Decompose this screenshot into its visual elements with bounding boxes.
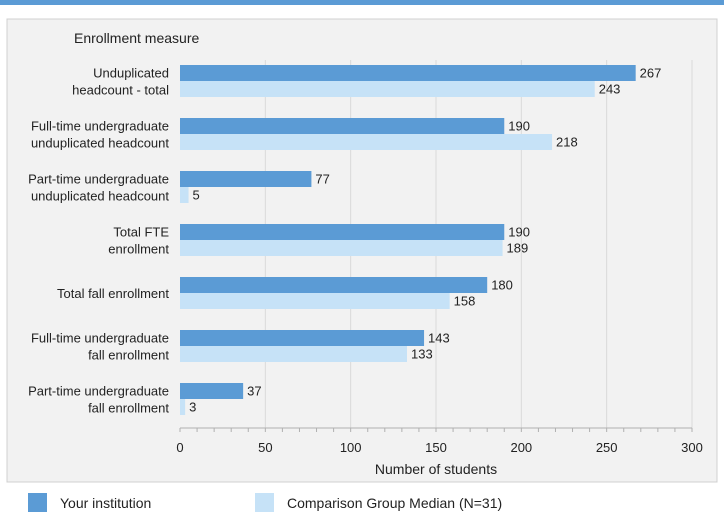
x-tick-label-50: 50 — [258, 440, 272, 455]
category-label-6-line-0: Part-time undergraduate — [28, 384, 169, 399]
bar-your-institution-2 — [180, 171, 312, 187]
bar-your-institution-1 — [180, 118, 505, 134]
bar-comparison-median-1 — [180, 134, 553, 150]
legend-swatch-comparison-median — [255, 493, 274, 512]
bar-chart: 0 50 100 150 200 250 300 267243190218775190189… — [0, 0, 724, 483]
data-label-your-institution-6: 37 — [247, 384, 261, 399]
x-tick-label-100: 100 — [340, 440, 362, 455]
bar-your-institution-5 — [180, 330, 425, 346]
x-axis: 0 50 100 150 200 250 300 — [176, 427, 703, 455]
bar-comparison-median-5 — [180, 346, 407, 362]
category-label-1-line-0: Full-time undergraduate — [31, 119, 169, 134]
data-label-your-institution-1: 190 — [508, 119, 530, 134]
x-tick-label-0: 0 — [176, 440, 183, 455]
data-label-comparison-median-4: 158 — [454, 294, 476, 309]
data-label-your-institution-0: 267 — [640, 66, 662, 81]
data-label-comparison-median-3: 189 — [507, 241, 529, 256]
category-label-2-line-0: Part-time undergraduate — [28, 172, 169, 187]
x-axis-title: Number of students — [375, 461, 497, 477]
bar-comparison-median-4 — [180, 293, 450, 309]
bar-comparison-median-3 — [180, 240, 503, 256]
bar-your-institution-0 — [180, 65, 636, 81]
data-label-comparison-median-2: 5 — [193, 188, 200, 203]
category-label-0-line-0: Unduplicated — [93, 66, 169, 81]
bar-comparison-median-0 — [180, 81, 595, 97]
data-label-comparison-median-1: 218 — [556, 135, 578, 150]
data-label-your-institution-4: 180 — [491, 278, 513, 293]
category-labels: Unduplicated headcount - total Full-time u… — [28, 66, 169, 416]
data-label-comparison-median-0: 243 — [599, 82, 621, 97]
bar-your-institution-6 — [180, 383, 244, 399]
x-tick-label-150: 150 — [425, 440, 447, 455]
category-label-1-line-1: unduplicated headcount — [31, 136, 169, 151]
category-label-6-line-1: fall enrollment — [88, 401, 169, 416]
category-label-4-line-0: Total fall enrollment — [57, 286, 169, 301]
category-label-5-line-1: fall enrollment — [88, 348, 169, 363]
x-tick-label-200: 200 — [510, 440, 532, 455]
x-tick-label-250: 250 — [596, 440, 618, 455]
data-label-comparison-median-5: 133 — [411, 347, 433, 362]
x-tick-label-300: 300 — [681, 440, 703, 455]
category-label-2-line-1: unduplicated headcount — [31, 189, 169, 204]
data-label-comparison-median-6: 3 — [189, 400, 196, 415]
y-axis-title: Enrollment measure — [74, 30, 199, 46]
bar-your-institution-4 — [180, 277, 488, 293]
bar-your-institution-3 — [180, 224, 505, 240]
top-accent-band — [0, 0, 724, 5]
category-label-0-line-1: headcount - total — [72, 83, 169, 98]
bar-comparison-median-2 — [180, 187, 189, 203]
category-label-3-line-1: enrollment — [108, 242, 169, 257]
legend-item-comparison-median: Comparison Group Median (N=31) — [255, 493, 502, 512]
legend-label-your-institution: Your institution — [60, 494, 152, 511]
category-label-5-line-0: Full-time undergraduate — [31, 331, 169, 346]
data-label-your-institution-5: 143 — [428, 331, 450, 346]
legend-label-comparison-median: Comparison Group Median (N=31) — [287, 494, 503, 511]
data-label-your-institution-2: 77 — [315, 172, 329, 187]
data-label-your-institution-3: 190 — [508, 225, 530, 240]
legend: Your institution Comparison Group Median… — [0, 489, 724, 516]
legend-item-your-institution: Your institution — [28, 493, 151, 512]
category-label-3-line-0: Total FTE — [113, 225, 169, 240]
bar-comparison-median-6 — [180, 399, 186, 415]
legend-swatch-your-institution — [28, 493, 47, 512]
